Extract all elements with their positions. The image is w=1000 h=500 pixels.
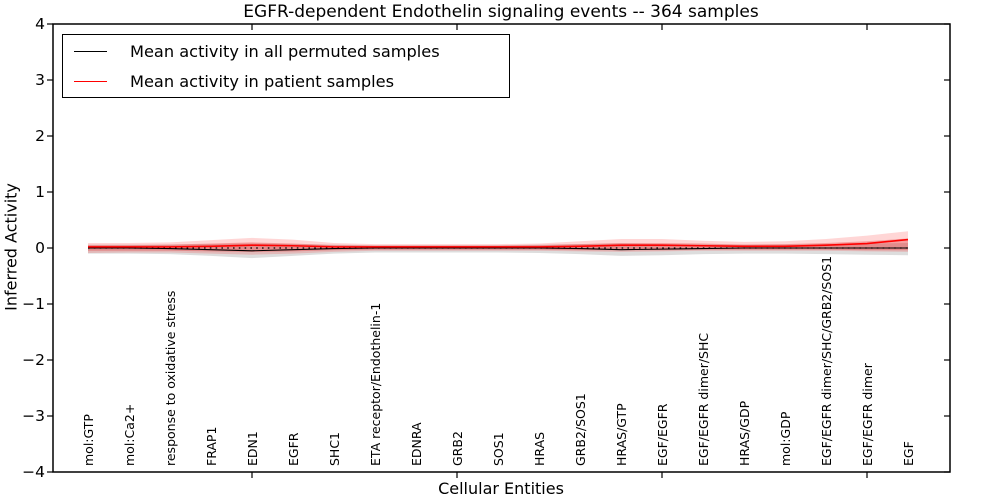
legend-item-permuted: Mean activity in all permuted samples <box>63 37 509 65</box>
x-tick-label: EDN1 <box>245 431 260 466</box>
legend-item-patient: Mean activity in patient samples <box>63 67 509 95</box>
x-tick-label: ETA receptor/Endothelin-1 <box>368 302 383 466</box>
y-tick-label: −3 <box>22 407 45 425</box>
x-tick-label: HRAS <box>532 431 547 466</box>
x-tick-label: GRB2/SOS1 <box>573 393 588 466</box>
y-tick-label: 1 <box>35 183 45 201</box>
legend-label-permuted: Mean activity in all permuted samples <box>130 41 440 61</box>
x-tick-label: EGF/EGFR dimer <box>860 363 875 466</box>
x-tick-label: mol:Ca2+ <box>122 403 137 466</box>
legend-label-patient: Mean activity in patient samples <box>130 71 395 91</box>
x-tick-label: HRAS/GDP <box>737 400 752 466</box>
x-tick-label: FRAP1 <box>204 426 219 466</box>
x-tick-label: response to oxidative stress <box>163 290 178 466</box>
x-tick-label: EGF/EGFR dimer/SHC <box>696 332 711 466</box>
x-axis-label: Cellular Entities <box>438 479 564 498</box>
y-tick-label: −1 <box>22 295 45 313</box>
x-tick-label: mol:GTP <box>81 414 96 466</box>
x-tick-label: SHC1 <box>327 431 342 466</box>
x-tick-label: EGFR <box>286 432 301 466</box>
x-tick-label: mol:GDP <box>778 411 793 466</box>
legend-line-sample-patient <box>74 80 107 82</box>
x-tick-label: EGF <box>901 441 916 466</box>
x-tick-label: GRB2 <box>450 431 465 466</box>
x-tick-label: EGF/EGFR <box>655 403 670 466</box>
y-tick-label: −2 <box>22 351 45 369</box>
y-tick-label: 3 <box>35 71 45 89</box>
x-tick-label: HRAS/GTP <box>614 403 629 466</box>
y-tick-label: −4 <box>22 463 45 481</box>
x-tick-label: SOS1 <box>491 432 506 466</box>
x-tick-label: EDNRA <box>409 422 424 466</box>
legend-line-sample-permuted <box>74 50 107 52</box>
y-tick-label: 2 <box>35 127 45 145</box>
chart-title: EGFR-dependent Endothelin signaling even… <box>243 2 759 22</box>
x-tick-label: EGF/EGFR dimer/SHC/GRB2/SOS1 <box>819 255 834 466</box>
y-tick-label: 4 <box>35 15 45 33</box>
y-tick-label: 0 <box>35 239 45 257</box>
legend: Mean activity in all permuted samples Me… <box>62 34 510 98</box>
